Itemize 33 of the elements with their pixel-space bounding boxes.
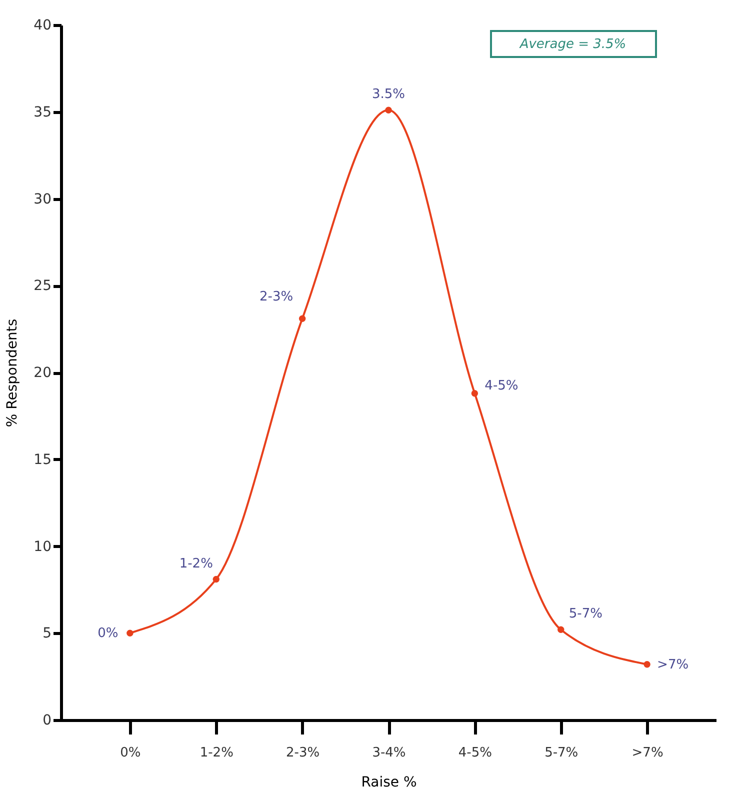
point bbox=[558, 626, 564, 633]
y-tick-label: 40 bbox=[34, 18, 52, 34]
y-tick-label: 30 bbox=[34, 191, 52, 208]
point bbox=[298, 315, 306, 322]
x-tick-label: 3-4% bbox=[372, 746, 406, 760]
annotation: 0% bbox=[98, 626, 118, 642]
x-tick-label: 0% bbox=[120, 746, 141, 760]
x-tick-label: 4-5% bbox=[458, 746, 492, 760]
x-tick-label: 2-3% bbox=[286, 746, 320, 760]
point bbox=[385, 106, 392, 114]
y-tick-label: 15 bbox=[34, 452, 52, 468]
x-axis-title: Raise % bbox=[361, 774, 417, 790]
annotation: Average = 3.5% bbox=[518, 37, 626, 52]
y-axis-title: % Respondents bbox=[4, 318, 21, 428]
y-tick-label: 0 bbox=[42, 712, 52, 728]
x-tick-label: 5-7% bbox=[544, 746, 578, 760]
annotation: 4-5% bbox=[484, 378, 518, 394]
annotation: >7% bbox=[657, 657, 689, 672]
y-tick-label: 25 bbox=[34, 278, 52, 294]
point bbox=[126, 630, 134, 636]
annotation: 1-2% bbox=[179, 556, 213, 572]
x-tick-label: 1-2% bbox=[200, 746, 234, 760]
point bbox=[644, 661, 650, 668]
point bbox=[471, 390, 478, 397]
annotation: 5-7% bbox=[568, 606, 602, 622]
y-tick-label: 20 bbox=[34, 365, 52, 381]
y-tick-label: 10 bbox=[34, 538, 52, 555]
annotation: 2-3% bbox=[260, 290, 294, 305]
y-tick-label: 35 bbox=[34, 104, 52, 120]
x-tick-label: >7% bbox=[632, 746, 664, 760]
annotation: 3.5% bbox=[372, 87, 406, 102]
y-tick-label: 5 bbox=[42, 626, 52, 642]
point bbox=[212, 576, 220, 583]
